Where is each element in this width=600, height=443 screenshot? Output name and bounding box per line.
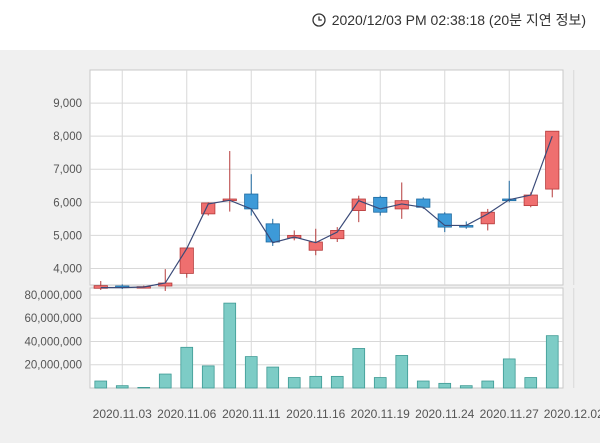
price-tick-label: 9,000 [53, 98, 82, 110]
candle-up [351, 198, 366, 211]
volume-tick-label: 40,000,000 [24, 336, 82, 348]
price-tick-label: 8,000 [53, 131, 82, 143]
volume-bar [438, 382, 452, 389]
candle-down [265, 223, 280, 243]
volume-bar [94, 380, 108, 389]
volume-tick-label: 80,000,000 [24, 290, 82, 302]
volume-bar [373, 377, 387, 389]
stock-chart: 4,000 5,000 6,000 7,000 8,000 9,000 20,000,000… [24, 69, 600, 421]
x-tick-label: 2020.11.06 [157, 407, 216, 421]
price-tick-label: 5,000 [53, 230, 82, 242]
volume-bar [459, 385, 473, 389]
volume-bar [352, 348, 366, 389]
chart-panel: 4,000 5,000 6,000 7,000 8,000 9,000 20,000,000… [0, 50, 600, 443]
volume-bar [223, 302, 237, 389]
price-plot-area [89, 69, 564, 286]
candle-down [373, 196, 388, 213]
volume-bar [158, 373, 172, 389]
clock-icon [312, 13, 326, 27]
candle-up [545, 130, 560, 190]
x-tick-label: 2020.11.11 [222, 407, 281, 421]
volume-bar [266, 366, 280, 389]
volume-bar [524, 377, 538, 389]
volume-tick-label: 60,000,000 [24, 313, 82, 325]
x-tick-label: 2020.11.27 [480, 407, 539, 421]
volume-bar [137, 387, 151, 389]
x-tick-label: 2020.11.16 [286, 407, 345, 421]
x-tick-label: 2020.11.03 [93, 407, 152, 421]
volume-plot-area [89, 287, 564, 389]
x-tick-label: 2020.11.24 [415, 407, 474, 421]
volume-bar [481, 380, 495, 389]
volume-bar [201, 365, 215, 389]
price-tick-label: 7,000 [53, 164, 82, 176]
timestamp: 2020/12/03 PM 02:38:18 (20분 지연 정보) [312, 10, 586, 30]
price-tick-label: 4,000 [53, 263, 82, 275]
volume-bar [115, 385, 129, 389]
price-tick-label: 6,000 [53, 197, 82, 209]
timestamp-text: 2020/12/03 PM 02:38:18 (20분 지연 정보) [331, 12, 586, 28]
candle-up [201, 202, 216, 215]
volume-bar [395, 355, 409, 389]
volume-bar [309, 375, 323, 389]
volume-bar [287, 377, 301, 389]
candle-up [330, 230, 345, 240]
candle-up [179, 247, 194, 274]
volume-tick-label: 20,000,000 [24, 360, 82, 372]
volume-bar [416, 380, 430, 389]
x-tick-label: 2020.11.19 [351, 407, 410, 421]
volume-bar [502, 358, 516, 389]
volume-bar [244, 356, 258, 389]
volume-bar [180, 346, 194, 389]
volume-bar [330, 375, 344, 389]
close-price-line [100, 135, 553, 289]
volume-bar [545, 335, 559, 389]
candle-up [93, 285, 108, 289]
x-tick-label: 2020.12.02 [544, 407, 600, 421]
